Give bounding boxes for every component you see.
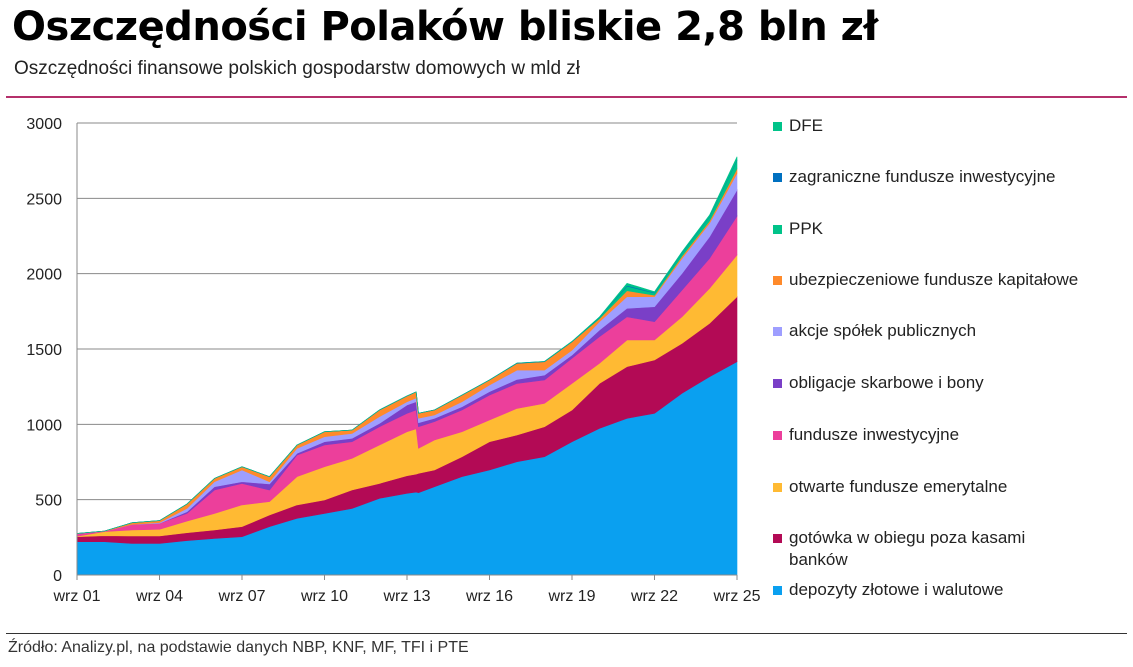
x-tick-label: wrz 16: [465, 588, 513, 605]
y-tick-label: 1500: [26, 342, 62, 359]
y-tick-label: 3000: [26, 116, 62, 133]
legend-label: fundusze inwestycyjne: [789, 425, 960, 444]
x-tick-label: wrz 04: [135, 588, 183, 605]
y-tick-label: 0: [53, 568, 62, 585]
legend-label: obligacje skarbowe i bony: [789, 373, 984, 392]
x-tick-label: wrz 19: [547, 588, 595, 605]
area-dfe: [76, 156, 738, 534]
footer-divider: [6, 633, 1127, 634]
legend-label: gotówka w obiegu poza kasami banków: [789, 528, 1026, 569]
legend-swatch: [773, 327, 782, 336]
chart-title: Oszczędności Polaków bliskie 2,8 bln zł: [12, 4, 878, 50]
legend-item: akcje spółek publicznych: [773, 320, 976, 342]
legend-label: PPK: [789, 219, 824, 238]
source-note: Źródło: Analizy.pl, na podstawie danych …: [8, 639, 469, 656]
legend-swatch: [773, 483, 782, 492]
header-divider: [6, 96, 1127, 98]
y-tick-label: 500: [35, 493, 62, 510]
x-tick-label: wrz 22: [630, 588, 678, 605]
x-tick-label: wrz 25: [712, 588, 760, 605]
legend-item: PPK: [773, 218, 823, 240]
legend-swatch: [773, 379, 782, 388]
x-tick-label: wrz 01: [52, 588, 100, 605]
y-tick-label: 1000: [26, 417, 62, 434]
legend-label: ubezpieczeniowe fundusze kapitałowe: [789, 270, 1079, 289]
legend-label: zagraniczne fundusze inwestycyjne: [789, 167, 1056, 186]
legend-label: DFE: [789, 116, 823, 135]
legend-label: otwarte fundusze emerytalne: [789, 477, 1008, 496]
series-areas: [76, 156, 738, 576]
legend-swatch: [773, 173, 782, 182]
x-tick-label: wrz 10: [300, 588, 348, 605]
y-tick-label: 2500: [26, 191, 62, 208]
legend-item: gotówka w obiegu poza kasami banków: [773, 527, 1053, 571]
legend-swatch: [773, 534, 782, 543]
legend-swatch: [773, 225, 782, 234]
legend-item: fundusze inwestycyjne: [773, 424, 959, 446]
legend-label: akcje spółek publicznych: [789, 321, 977, 340]
legend-item: depozyty złotowe i walutowe: [773, 579, 1004, 601]
y-tick-label: 2000: [26, 267, 62, 284]
legend-item: zagraniczne fundusze inwestycyjne: [773, 166, 1055, 188]
legend-item: obligacje skarbowe i bony: [773, 372, 984, 394]
x-tick-label: wrz 13: [382, 588, 430, 605]
legend-item: ubezpieczeniowe fundusze kapitałowe: [773, 269, 1078, 291]
legend-swatch: [773, 276, 782, 285]
legend-item: DFE: [773, 115, 823, 137]
legend-label: depozyty złotowe i walutowe: [789, 580, 1004, 599]
x-tick-label: wrz 07: [217, 588, 265, 605]
chart-subtitle: Oszczędności finansowe polskich gospodar…: [14, 58, 581, 79]
legend-swatch: [773, 431, 782, 440]
legend-item: otwarte fundusze emerytalne: [773, 476, 1007, 498]
legend-swatch: [773, 586, 782, 595]
legend-swatch: [773, 122, 782, 131]
